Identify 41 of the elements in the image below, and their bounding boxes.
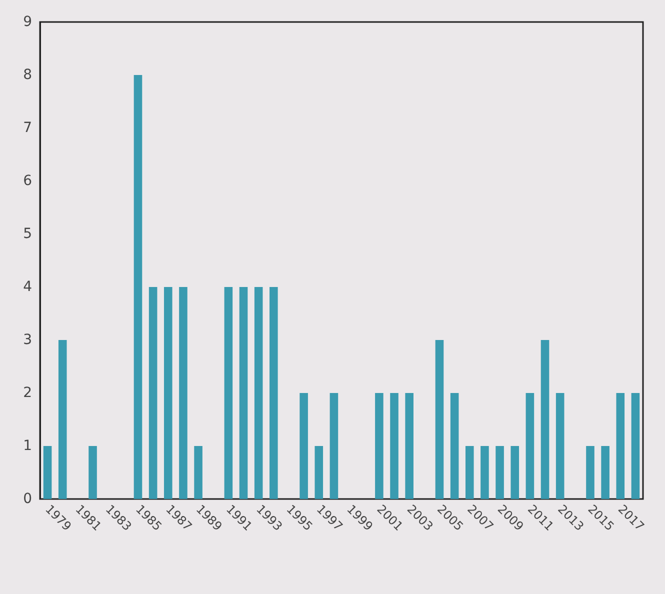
y-tick-label: 2 — [23, 385, 32, 401]
bar — [179, 287, 188, 499]
bar — [631, 393, 640, 499]
bar — [239, 287, 248, 499]
bar — [435, 340, 444, 499]
bar — [510, 446, 520, 499]
bar — [148, 287, 158, 499]
y-tick-label: 1 — [23, 438, 32, 454]
y-tick-label: 9 — [23, 14, 32, 30]
y-tick-label: 6 — [23, 173, 32, 189]
bar — [450, 393, 459, 499]
bar — [465, 446, 474, 499]
bar — [43, 446, 52, 499]
bar — [270, 287, 278, 499]
bar — [330, 393, 338, 499]
y-tick-label: 8 — [23, 67, 32, 83]
y-tick-label: 4 — [23, 279, 32, 295]
bar — [194, 446, 202, 499]
bar — [586, 446, 594, 499]
bar — [496, 446, 504, 499]
bar — [480, 446, 489, 499]
y-tick-label: 0 — [23, 491, 32, 507]
bar — [254, 287, 263, 499]
bar — [224, 287, 233, 499]
bar — [88, 446, 97, 499]
bar — [134, 75, 142, 499]
bar — [375, 393, 384, 499]
bar — [540, 340, 550, 499]
y-tick-label: 3 — [23, 332, 32, 348]
bar — [390, 393, 398, 499]
bar — [314, 446, 324, 499]
y-tick-label: 7 — [23, 120, 32, 136]
bar — [616, 393, 625, 499]
bar — [300, 393, 308, 499]
bar — [601, 446, 610, 499]
y-tick-label: 5 — [23, 226, 32, 242]
bar — [58, 340, 67, 499]
bar — [405, 393, 414, 499]
bar — [556, 393, 564, 499]
bar — [164, 287, 172, 499]
bar — [526, 393, 534, 499]
